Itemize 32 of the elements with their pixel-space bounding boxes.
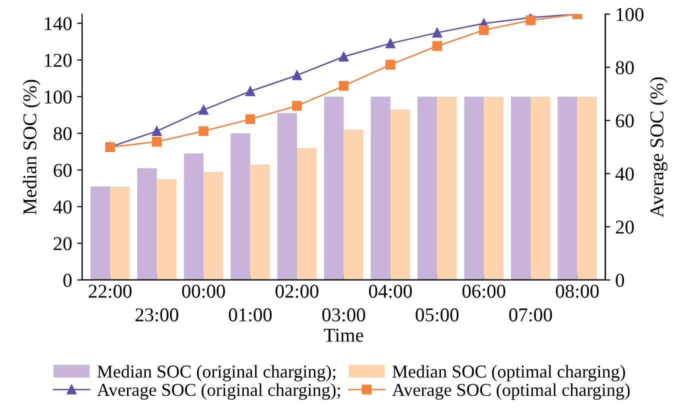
y2-axis-title: Average SOC (%)	[650, 77, 668, 218]
legend-label: Average SOC (original charging);	[97, 383, 340, 400]
legend-label: Median SOC (original charging);	[97, 364, 336, 382]
x-tick-label: 05:00	[416, 308, 459, 322]
legend-label: Average SOC (optimal charging)	[392, 383, 630, 400]
x-axis-title: Time	[324, 328, 364, 342]
y-tick-label: 40	[53, 200, 72, 214]
y-tick-label: 120	[44, 54, 72, 67]
x-tick-label: 02:00	[276, 284, 318, 298]
y2-tick-label: 60	[616, 114, 634, 128]
x-tick-label: 23:00	[136, 308, 178, 322]
y2-tick-label: 0	[616, 274, 624, 287]
x-tick-label: 03:00	[322, 308, 366, 322]
y-tick-label: 100	[44, 90, 72, 104]
y-tick-label: 0	[63, 274, 72, 287]
x-tick-label: 07:00	[509, 308, 552, 322]
legend-label: Median SOC (optimal charging)	[392, 364, 626, 382]
y-tick-label: 80	[54, 127, 72, 140]
y-tick-label: 20	[54, 237, 72, 250]
y2-tick-label: 100	[616, 8, 644, 22]
x-tick-label: 22:00	[88, 284, 132, 298]
y2-tick-label: 40	[615, 167, 634, 181]
y-tick-label: 60	[54, 164, 72, 177]
x-tick-label: 08:00	[556, 284, 599, 298]
x-tick-label: 06:00	[462, 284, 506, 298]
x-tick-label: 04:00	[369, 284, 412, 298]
y2-tick-label: 20	[616, 220, 634, 234]
x-tick-label: 00:00	[182, 284, 225, 298]
y-tick-label: 140	[44, 17, 72, 30]
y2-tick-label: 80	[616, 61, 634, 74]
x-tick-label: 01:00	[228, 308, 272, 322]
y-axis-title: Median SOC (%)	[22, 80, 40, 215]
